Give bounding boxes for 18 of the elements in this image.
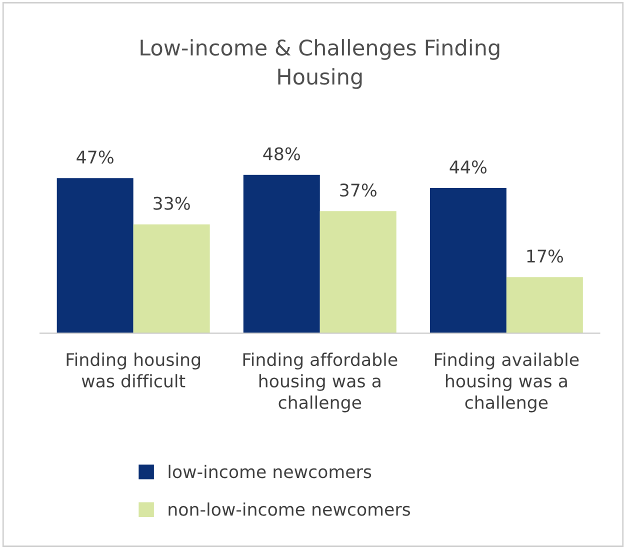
data-label: 17% xyxy=(527,250,564,263)
bar xyxy=(506,277,583,334)
bar xyxy=(430,188,506,334)
bar xyxy=(320,211,396,334)
x-tick-label: Finding affordable housing was a challenge xyxy=(243,352,398,412)
legend-label: non-low-income newcomers xyxy=(168,502,410,516)
x-tick-label: Finding housing was difficult xyxy=(66,352,200,388)
bar xyxy=(133,224,210,334)
bar xyxy=(56,178,134,334)
legend-label: low-income newcomers xyxy=(168,464,372,478)
chart-title: Low-income & Challenges Finding Housing xyxy=(140,39,500,89)
data-label: 48% xyxy=(263,147,300,160)
x-tick-label: Finding available housing was a challenge xyxy=(434,352,579,412)
data-label: 37% xyxy=(340,184,376,197)
data-label: 44% xyxy=(450,160,487,174)
data-label: 33% xyxy=(154,196,190,210)
data-label: 47% xyxy=(76,150,114,164)
bar xyxy=(243,174,320,334)
